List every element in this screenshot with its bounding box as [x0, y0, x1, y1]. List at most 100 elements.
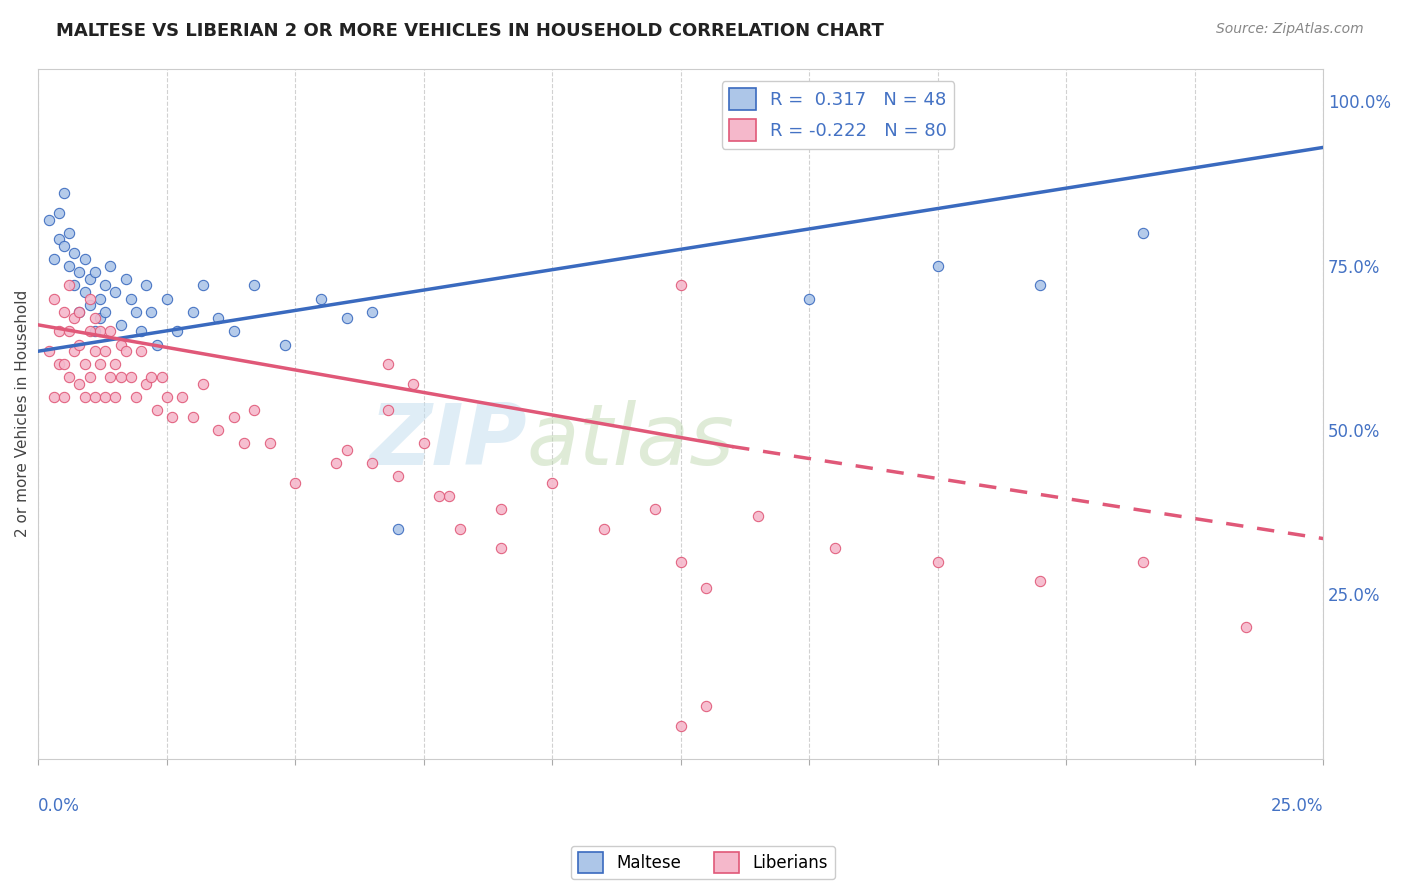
- Point: [377, 403, 399, 417]
- Point: [669, 555, 692, 569]
- Point: [48, 206, 70, 220]
- Point: [377, 357, 399, 371]
- Point: [89, 311, 111, 326]
- Point: [181, 409, 204, 424]
- Point: [98, 370, 121, 384]
- Point: [325, 456, 347, 470]
- Point: [402, 377, 425, 392]
- Point: [207, 423, 229, 437]
- Point: [63, 344, 86, 359]
- Point: [799, 292, 821, 306]
- Point: [83, 325, 105, 339]
- Point: [145, 337, 167, 351]
- Point: [1234, 620, 1257, 634]
- Point: [69, 305, 91, 319]
- Point: [747, 508, 769, 523]
- Point: [53, 305, 76, 319]
- Point: [104, 390, 127, 404]
- Point: [141, 370, 163, 384]
- Point: [222, 409, 245, 424]
- Point: [73, 357, 96, 371]
- Point: [284, 475, 307, 490]
- Point: [489, 541, 512, 556]
- Point: [83, 390, 105, 404]
- Point: [79, 325, 101, 339]
- Text: atlas: atlas: [527, 400, 734, 483]
- Point: [541, 475, 564, 490]
- Point: [120, 370, 142, 384]
- Point: [73, 390, 96, 404]
- Point: [58, 325, 80, 339]
- Text: 25.0%: 25.0%: [1271, 797, 1323, 814]
- Point: [83, 344, 105, 359]
- Legend: R =  0.317   N = 48, R = -0.222   N = 80: R = 0.317 N = 48, R = -0.222 N = 80: [721, 81, 955, 149]
- Point: [79, 370, 101, 384]
- Point: [927, 555, 949, 569]
- Point: [114, 272, 136, 286]
- Point: [191, 377, 214, 392]
- Point: [669, 278, 692, 293]
- Point: [48, 357, 70, 371]
- Point: [110, 370, 132, 384]
- Point: [387, 469, 409, 483]
- Point: [156, 292, 179, 306]
- Point: [274, 337, 297, 351]
- Point: [695, 699, 717, 714]
- Text: 0.0%: 0.0%: [38, 797, 80, 814]
- Point: [1132, 226, 1154, 240]
- Point: [129, 344, 152, 359]
- Point: [104, 285, 127, 299]
- Point: [181, 305, 204, 319]
- Point: [259, 436, 281, 450]
- Point: [191, 278, 214, 293]
- Point: [69, 305, 91, 319]
- Point: [48, 325, 70, 339]
- Point: [156, 390, 179, 404]
- Point: [63, 311, 86, 326]
- Point: [243, 278, 266, 293]
- Point: [79, 272, 101, 286]
- Point: [73, 252, 96, 267]
- Point: [42, 292, 65, 306]
- Point: [449, 522, 471, 536]
- Point: [361, 456, 384, 470]
- Point: [145, 403, 167, 417]
- Point: [63, 278, 86, 293]
- Point: [232, 436, 254, 450]
- Point: [42, 252, 65, 267]
- Point: [489, 502, 512, 516]
- Point: [83, 265, 105, 279]
- Point: [427, 489, 450, 503]
- Point: [141, 305, 163, 319]
- Point: [58, 259, 80, 273]
- Point: [79, 298, 101, 312]
- Point: [63, 245, 86, 260]
- Legend: Maltese, Liberians: Maltese, Liberians: [571, 846, 835, 880]
- Point: [135, 278, 157, 293]
- Point: [439, 489, 461, 503]
- Point: [53, 357, 76, 371]
- Point: [38, 212, 60, 227]
- Point: [38, 344, 60, 359]
- Point: [98, 325, 121, 339]
- Text: ZIP: ZIP: [368, 400, 527, 483]
- Point: [1029, 278, 1052, 293]
- Point: [94, 278, 117, 293]
- Point: [387, 522, 409, 536]
- Point: [48, 232, 70, 246]
- Point: [114, 344, 136, 359]
- Point: [824, 541, 846, 556]
- Point: [125, 305, 148, 319]
- Point: [927, 259, 949, 273]
- Text: Source: ZipAtlas.com: Source: ZipAtlas.com: [1216, 22, 1364, 37]
- Point: [69, 377, 91, 392]
- Point: [135, 377, 157, 392]
- Point: [94, 305, 117, 319]
- Point: [104, 357, 127, 371]
- Point: [89, 325, 111, 339]
- Point: [83, 311, 105, 326]
- Point: [110, 337, 132, 351]
- Point: [53, 390, 76, 404]
- Point: [73, 285, 96, 299]
- Point: [94, 344, 117, 359]
